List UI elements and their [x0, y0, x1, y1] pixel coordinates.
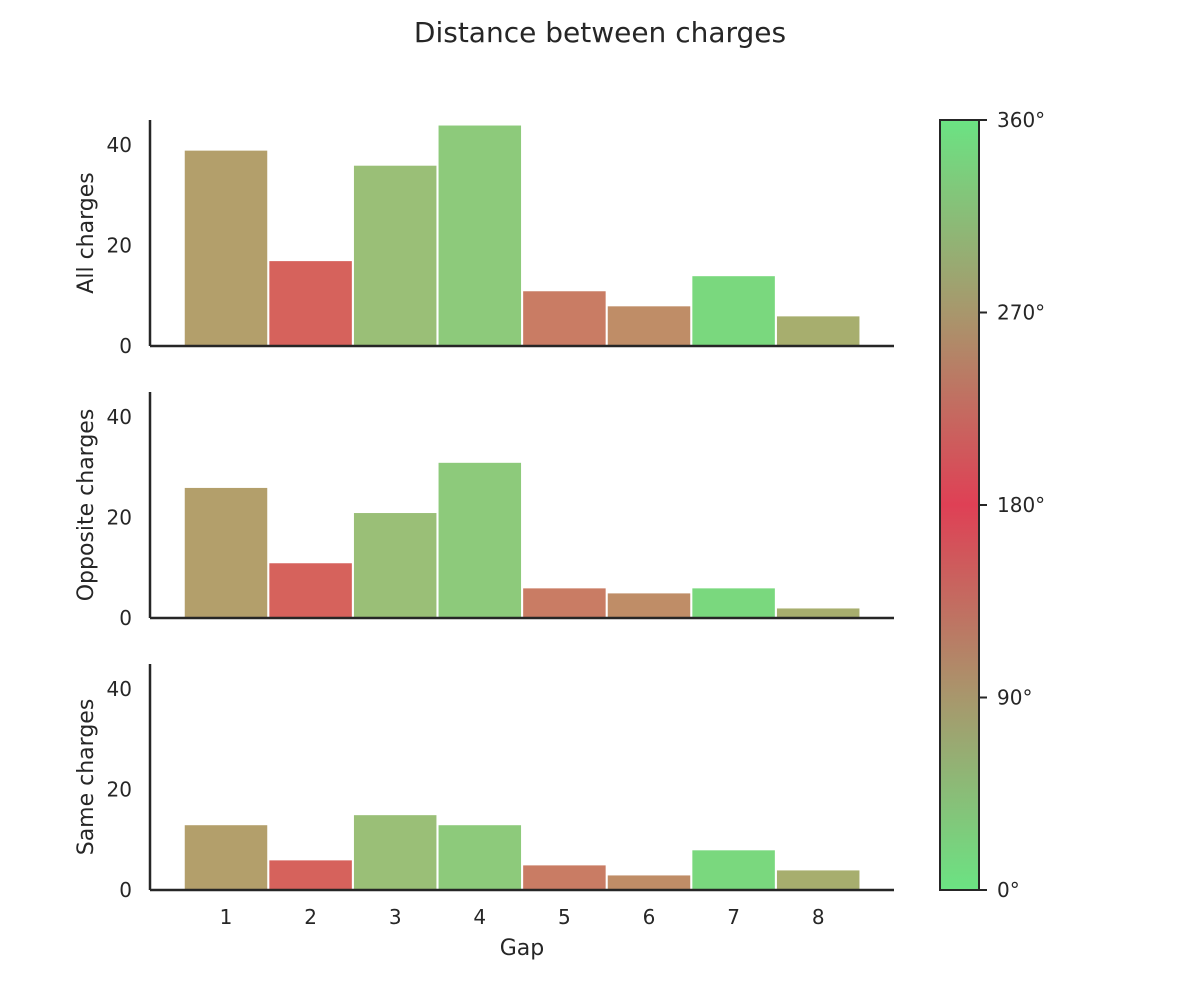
x-tick-label: 6 [643, 905, 656, 929]
bar-gap-4 [437, 461, 523, 619]
bar-gap-3 [352, 164, 438, 347]
colorbar-tick-label: 90° [997, 686, 1032, 710]
y-tick-label: 0 [119, 878, 132, 902]
bar-gap-5 [522, 290, 607, 347]
y-tick-label: 40 [107, 133, 132, 157]
colorbar: 0° 90° 180° 270° 360° [939, 108, 1045, 902]
y-tick-label: 20 [107, 234, 132, 258]
bar-gap-7 [691, 849, 776, 891]
y-tick-label: 40 [107, 405, 132, 429]
colorbar-tick-label: 0° [997, 878, 1020, 902]
bar-gap-3 [352, 814, 438, 891]
bar-gap-2 [268, 859, 353, 891]
x-tick-label: 7 [727, 905, 740, 929]
bar-gap-2 [268, 562, 353, 619]
bar-gap-7 [691, 587, 776, 619]
bar-gap-1 [183, 149, 269, 347]
bar-gap-6 [606, 305, 692, 347]
bar-gap-3 [352, 512, 438, 619]
y-tick-label: 40 [107, 677, 132, 701]
y-tick-label: 20 [107, 778, 132, 802]
bar-gap-8 [775, 869, 861, 891]
x-tick-label: 3 [389, 905, 402, 929]
y-tick-label: 0 [119, 334, 132, 358]
x-tick-label: 2 [304, 905, 317, 929]
bar-gap-8 [775, 607, 861, 619]
panel-2: 0 20 40 Opposite charges [74, 392, 894, 630]
x-tick-label: 1 [220, 905, 233, 929]
bar-gap-6 [606, 592, 692, 619]
bar-gap-1 [183, 824, 269, 891]
bar-gap-8 [775, 315, 861, 347]
x-tick-label: 4 [473, 905, 486, 929]
bar-gap-5 [522, 864, 607, 891]
y-tick-label: 20 [107, 506, 132, 530]
x-tick-label: 5 [558, 905, 571, 929]
x-tick-label: 8 [812, 905, 825, 929]
y-axis-label: Same charges [74, 699, 99, 856]
panel-1: 0 20 40 All charges [74, 120, 894, 358]
bar-gap-7 [691, 275, 776, 347]
panel-3: 0 20 40 Same charges 1 2 3 4 5 6 7 8 [74, 664, 894, 929]
bar-gap-1 [183, 486, 269, 619]
bar-gap-5 [522, 587, 607, 619]
chart-title: Distance between charges [414, 16, 786, 49]
y-axis-label: All charges [74, 172, 99, 293]
colorbar-tick-label: 270° [997, 301, 1045, 325]
bar-gap-6 [606, 874, 692, 891]
colorbar-gradient [939, 119, 980, 891]
x-axis-label: Gap [500, 936, 545, 961]
colorbar-tick-label: 360° [997, 108, 1045, 132]
bar-gap-4 [437, 824, 523, 891]
y-tick-label: 0 [119, 606, 132, 630]
bar-gap-4 [437, 124, 523, 347]
colorbar-tick-label: 180° [997, 493, 1045, 517]
bar-gap-2 [268, 260, 353, 347]
y-axis-label: Opposite charges [74, 409, 99, 602]
